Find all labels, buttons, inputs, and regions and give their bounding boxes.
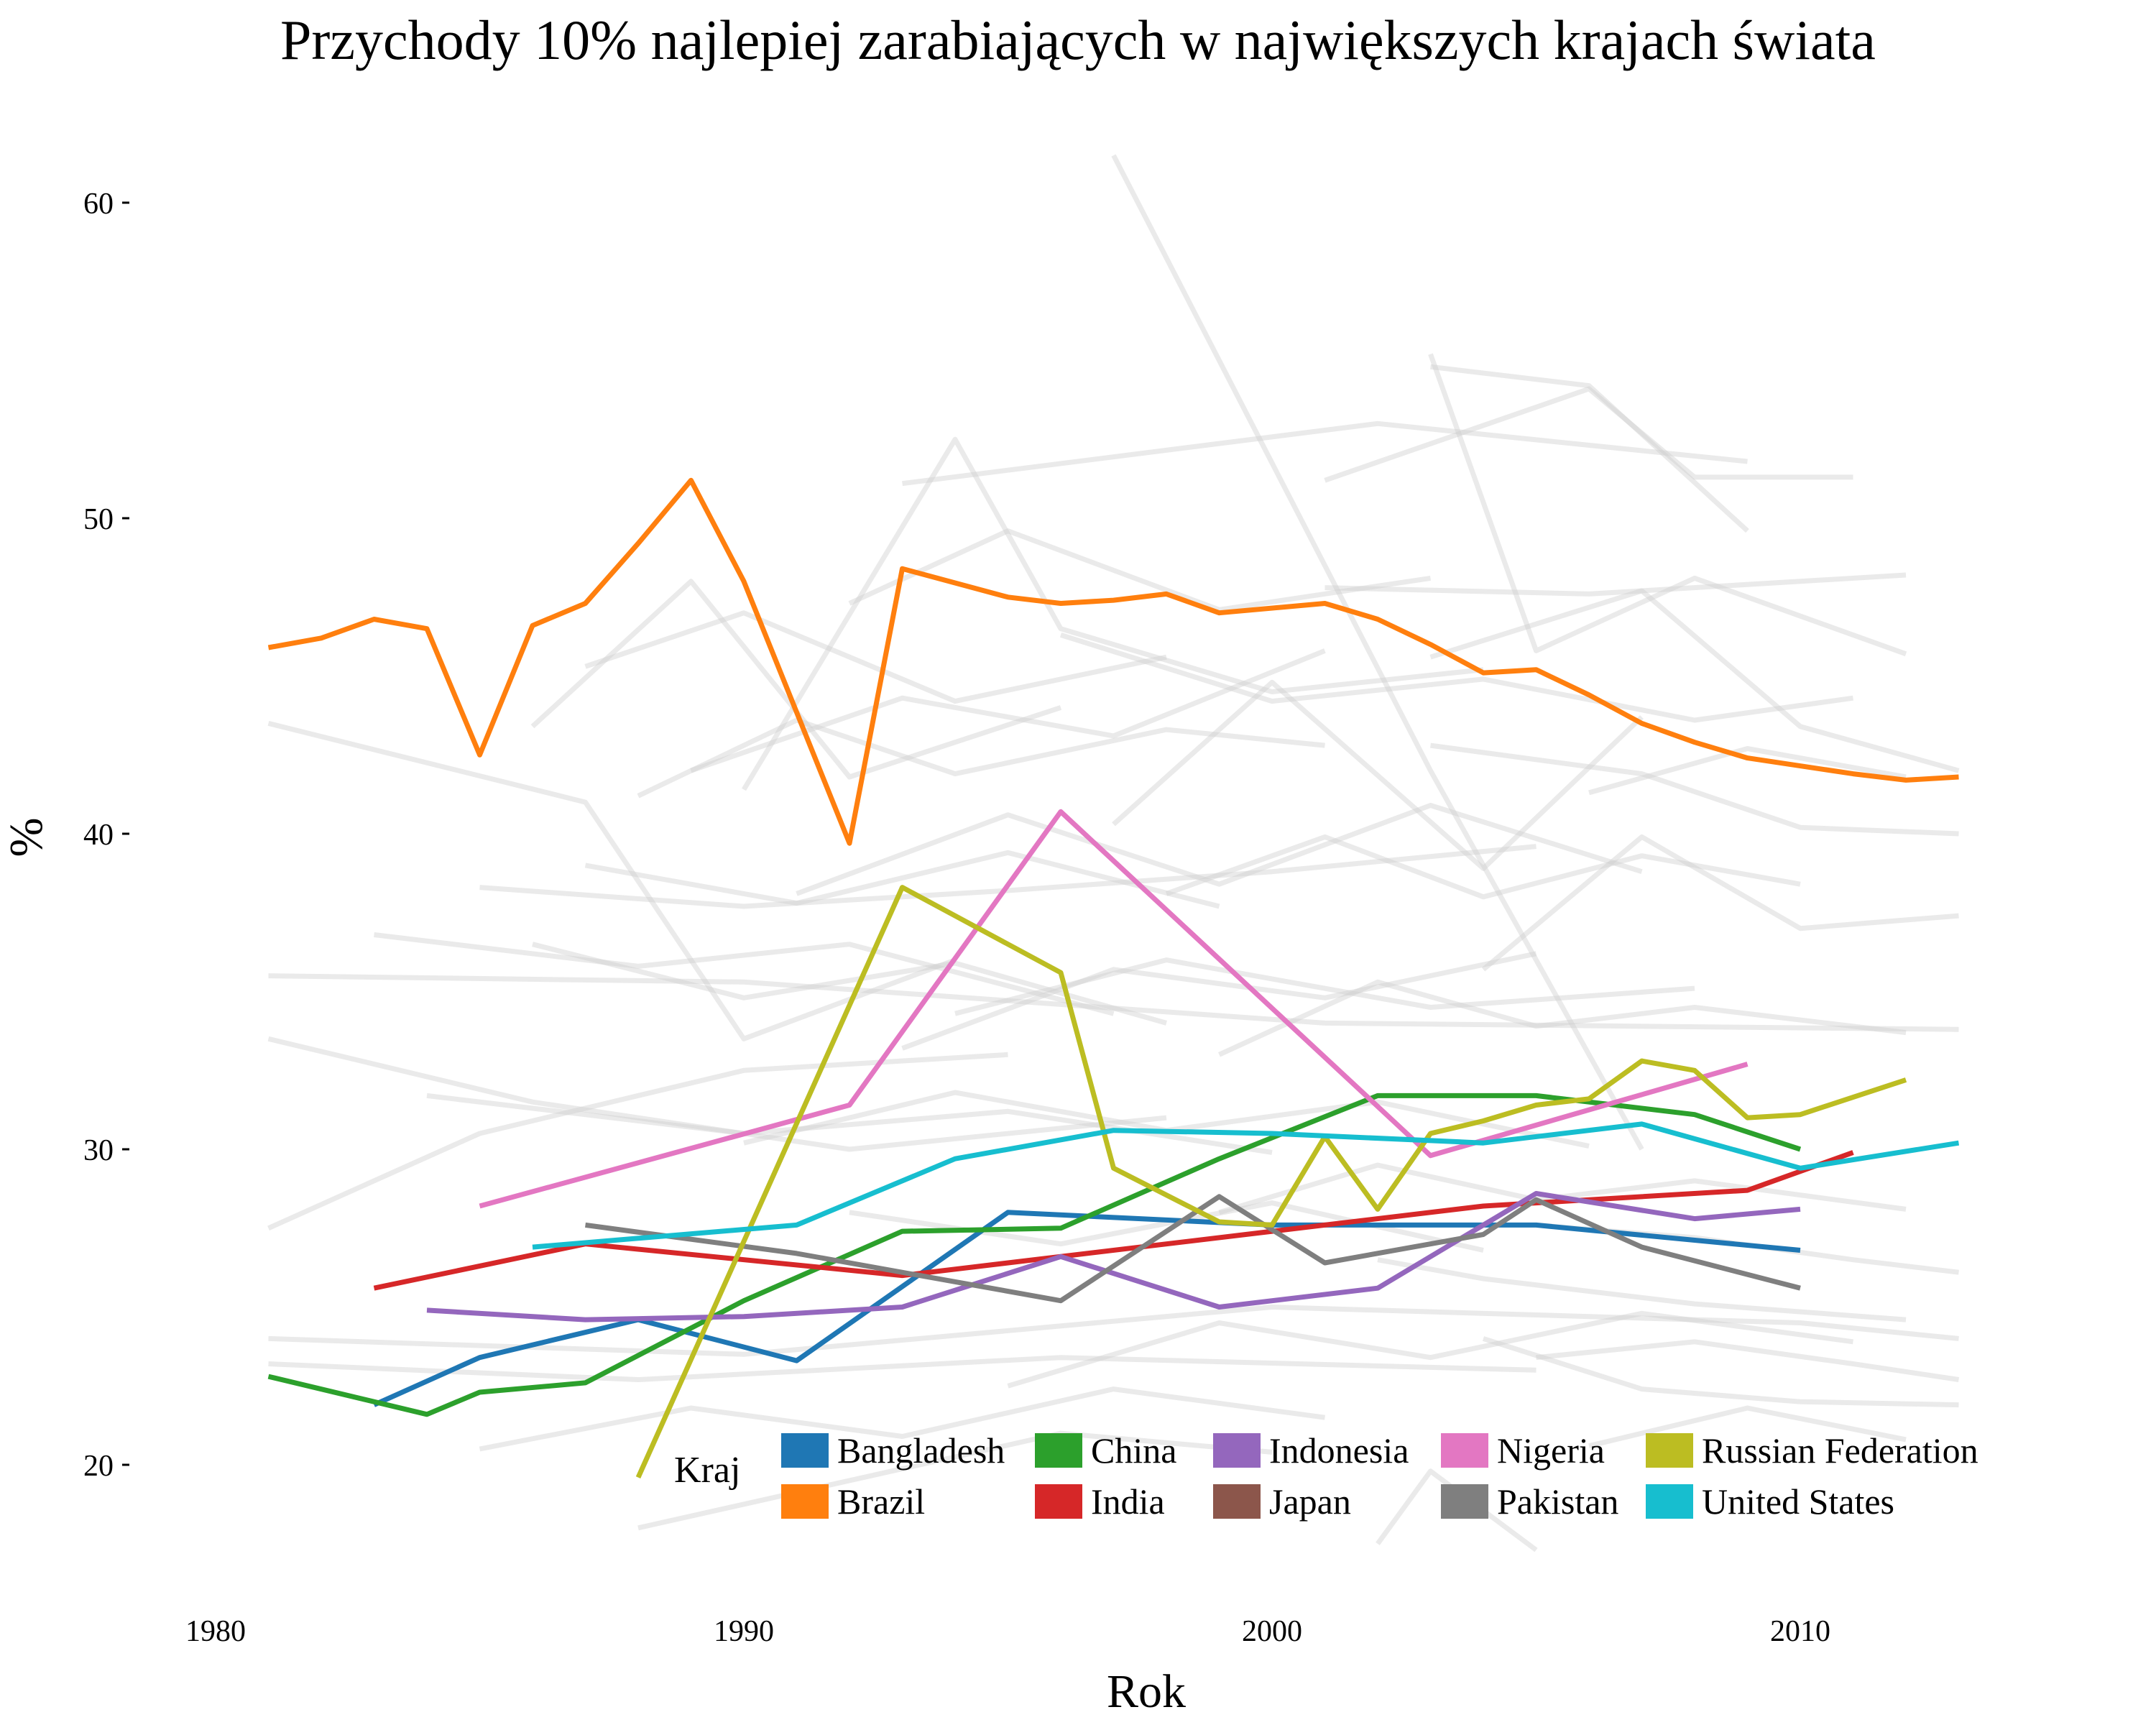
series-line-indonesia [426, 1191, 1801, 1322]
background-series-line-13 [902, 420, 1748, 487]
y-tick-label-40: 40 [83, 819, 114, 852]
series-line-united-states [532, 1121, 1960, 1250]
legend-label-nigeria: Nigeria [1497, 1430, 1605, 1471]
background-series-line-40 [584, 850, 1220, 909]
background-series-line-7 [479, 844, 1537, 909]
series-line-brazil [267, 477, 1959, 846]
background-series-line-41 [532, 942, 1167, 1026]
background-series-line-25 [1481, 834, 1959, 972]
background-series-line-45 [1588, 746, 1907, 796]
legend-swatch-japan [1213, 1484, 1261, 1519]
background-series-line-14 [848, 528, 1432, 612]
y-axis: 20 30 40 50 60 [83, 188, 129, 1483]
background-series-line-29 [1376, 1468, 1538, 1552]
background-series-line-5 [268, 1305, 1959, 1357]
background-series-line-30 [1218, 979, 1907, 1057]
background-series-line-4 [267, 1052, 1008, 1230]
legend-swatch-united-states [1646, 1484, 1693, 1519]
series-line-china [267, 1092, 1802, 1417]
background-series-line-46 [1165, 834, 1801, 900]
background-series-line-9 [584, 610, 1167, 704]
background-series-line-33 [374, 932, 1115, 1016]
background-series-line-19 [1428, 353, 1907, 657]
background-series-line-23 [1429, 588, 1960, 773]
background-series-line-20 [1430, 364, 1749, 533]
background-series-line-38 [1007, 1310, 1853, 1389]
legend: Kraj Bangladesh Brazil China India Indonesia… [674, 1430, 1978, 1522]
legend-swatch-india [1035, 1484, 1082, 1519]
background-series-line-11 [690, 648, 1326, 773]
legend-swatch-indonesia [1213, 1433, 1261, 1468]
legend-swatch-nigeria [1441, 1433, 1488, 1468]
background-series-line-15 [901, 951, 1537, 1051]
y-tick-label-60: 60 [83, 188, 114, 221]
x-tick-label-1990: 1990 [714, 1615, 774, 1648]
legend-label-india: India [1091, 1481, 1165, 1522]
legend-label-pakistan: Pakistan [1497, 1481, 1618, 1522]
legend-label-united-states: United States [1702, 1481, 1894, 1522]
legend-swatch-russian-federation [1646, 1433, 1693, 1468]
y-tick-label-20: 20 [83, 1450, 114, 1483]
series-line-bangladesh [373, 1210, 1801, 1407]
background-series-line-39 [1059, 632, 1853, 723]
x-tick-label-2010: 2010 [1770, 1615, 1830, 1648]
legend-label-japan: Japan [1269, 1481, 1351, 1522]
legend-label-china: China [1091, 1430, 1176, 1471]
background-series-line-17 [1111, 154, 1644, 1151]
background-series-line-36 [1536, 1339, 1960, 1382]
background-series-line-10 [637, 717, 1325, 799]
background-series-line-37 [796, 803, 1643, 896]
y-axis-title: % [0, 818, 52, 857]
background-series-line-21 [1324, 386, 1853, 483]
background-series-line-27 [1482, 1336, 1959, 1408]
background-series-line-12 [742, 436, 1484, 791]
x-axis-title: Rok [1107, 1665, 1186, 1718]
background-series-line-26 [1377, 1257, 1907, 1322]
background-series-group [267, 154, 1960, 1552]
legend-swatch-brazil [781, 1484, 829, 1519]
background-series-line-24 [1430, 742, 1959, 837]
background-series-line-16 [954, 957, 1695, 1016]
legend-swatch-bangladesh [781, 1433, 829, 1468]
background-series-line-18 [1112, 679, 1644, 871]
legend-swatch-pakistan [1441, 1484, 1488, 1519]
x-axis: 1980 1990 2000 2010 [185, 1615, 1830, 1648]
legend-label-brazil: Brazil [837, 1481, 925, 1522]
x-tick-label-2000: 2000 [1242, 1615, 1302, 1648]
legend-label-russian-federation: Russian Federation [1702, 1430, 1978, 1471]
background-series-line-28 [637, 1430, 1273, 1531]
highlighted-series-group [267, 477, 1960, 1479]
background-series-line-2 [268, 973, 1959, 1032]
x-tick-label-1980: 1980 [185, 1615, 246, 1648]
y-tick-label-50: 50 [83, 503, 114, 536]
background-series-line-22 [1325, 572, 1907, 597]
legend-swatch-china [1035, 1433, 1082, 1468]
series-line-india [373, 1150, 1854, 1291]
background-series-line-8 [530, 579, 1062, 780]
background-series-line-3 [267, 1036, 1167, 1152]
legend-label-indonesia: Indonesia [1269, 1430, 1409, 1471]
legend-label-bangladesh: Bangladesh [837, 1430, 1005, 1471]
series-line-russian-federation [635, 885, 1907, 1479]
legend-title: Kraj [674, 1450, 740, 1491]
y-tick-label-30: 30 [83, 1134, 114, 1167]
series-line-nigeria [479, 809, 1749, 1209]
background-series-line-43 [479, 1386, 1325, 1452]
background-series-line-44 [1588, 1405, 1907, 1449]
chart-title: Przychody 10% najlepiej zarabiających w … [280, 9, 1876, 71]
series-line-pakistan [585, 1194, 1801, 1304]
